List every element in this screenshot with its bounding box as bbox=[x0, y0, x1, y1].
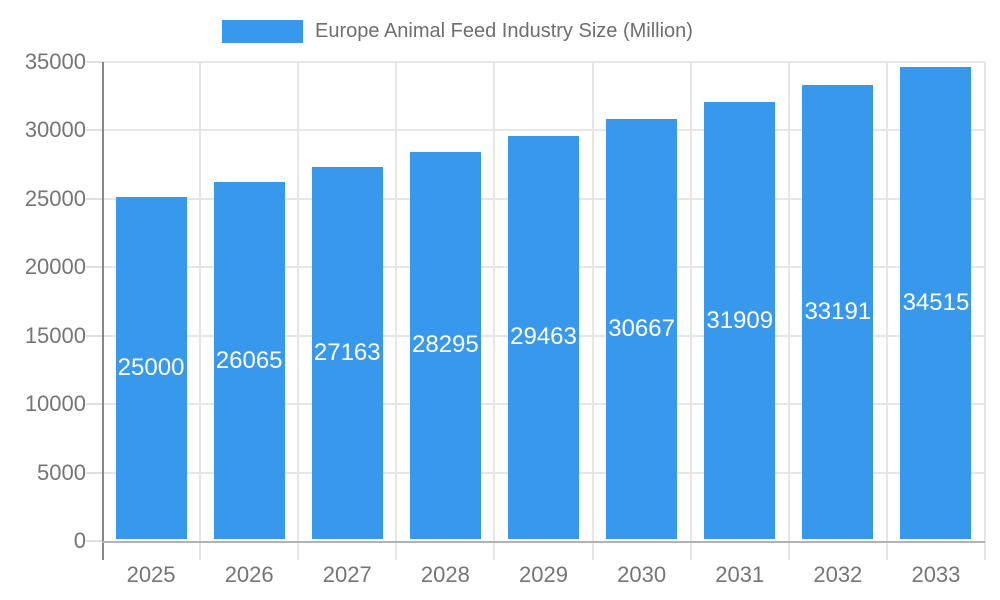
vertical-gridline bbox=[984, 62, 986, 560]
y-axis-label: 25000 bbox=[24, 185, 86, 211]
bar[interactable]: 33191 bbox=[802, 84, 874, 539]
legend-swatch bbox=[222, 20, 303, 43]
bar-value-label: 27163 bbox=[313, 339, 381, 367]
bar-value-label: 26065 bbox=[215, 346, 283, 374]
horizontal-gridline bbox=[102, 129, 985, 132]
bar[interactable]: 25000 bbox=[115, 196, 187, 539]
legend[interactable]: Europe Animal Feed Industry Size (Millio… bbox=[222, 20, 693, 43]
y-axis-line bbox=[102, 62, 104, 560]
bar-value-label: 25000 bbox=[117, 353, 185, 381]
bar-value-label: 28295 bbox=[412, 331, 479, 359]
bar-value-label: 33191 bbox=[804, 297, 872, 325]
bar-value-label: 29463 bbox=[510, 323, 577, 351]
vertical-gridline bbox=[591, 62, 594, 560]
y-axis-label: 10000 bbox=[24, 391, 86, 417]
vertical-gridline bbox=[885, 62, 888, 560]
y-axis-tick bbox=[86, 197, 102, 200]
vertical-gridline bbox=[787, 62, 790, 560]
vertical-gridline bbox=[493, 62, 496, 560]
y-axis-label: 20000 bbox=[24, 254, 86, 280]
y-axis-tick bbox=[86, 129, 102, 132]
x-axis-label: 2026 bbox=[224, 562, 274, 587]
x-axis-label: 2027 bbox=[322, 562, 372, 587]
y-axis-tick bbox=[86, 403, 102, 406]
bar-value-label: 31909 bbox=[706, 306, 774, 334]
y-axis-tick bbox=[86, 540, 102, 542]
bar[interactable]: 30667 bbox=[606, 119, 678, 539]
bar[interactable]: 34515 bbox=[900, 66, 972, 539]
vertical-gridline bbox=[689, 62, 692, 560]
bar-value-label: 34515 bbox=[902, 288, 970, 316]
y-axis-label: 5000 bbox=[37, 459, 86, 485]
y-axis-tick bbox=[86, 61, 102, 63]
x-axis-label: 2030 bbox=[617, 562, 667, 587]
bar[interactable]: 29463 bbox=[508, 135, 579, 539]
bar-value-label: 30667 bbox=[608, 315, 675, 343]
x-axis-label: 2031 bbox=[715, 562, 765, 587]
x-axis-label: 2025 bbox=[126, 562, 176, 587]
bar[interactable]: 26065 bbox=[213, 182, 285, 539]
x-axis-label: 2032 bbox=[813, 562, 863, 587]
y-axis-label: 0 bbox=[73, 528, 86, 553]
plot-area: 25000 26065 27163 28295 29463 30667 31909 33191… bbox=[86, 61, 986, 560]
x-axis-label: 2028 bbox=[420, 562, 470, 587]
legend-label: Europe Animal Feed Industry Size (Millio… bbox=[315, 20, 693, 42]
x-axis-label: 2029 bbox=[519, 562, 568, 587]
bar[interactable]: 27163 bbox=[311, 167, 383, 539]
y-axis-label: 30000 bbox=[24, 117, 86, 143]
bar[interactable]: 28295 bbox=[409, 151, 481, 539]
y-axis-tick bbox=[86, 471, 102, 474]
y-axis-label: 35000 bbox=[24, 49, 86, 74]
x-axis-label: 2033 bbox=[911, 562, 961, 587]
vertical-gridline bbox=[199, 62, 202, 560]
x-axis-line bbox=[102, 541, 985, 543]
vertical-gridline bbox=[297, 62, 300, 560]
y-axis-tick bbox=[86, 334, 102, 337]
bar[interactable]: 31909 bbox=[704, 102, 776, 539]
horizontal-gridline bbox=[102, 61, 985, 63]
y-axis-tick bbox=[86, 266, 102, 269]
y-axis-label: 15000 bbox=[24, 322, 86, 348]
vertical-gridline bbox=[395, 62, 398, 560]
